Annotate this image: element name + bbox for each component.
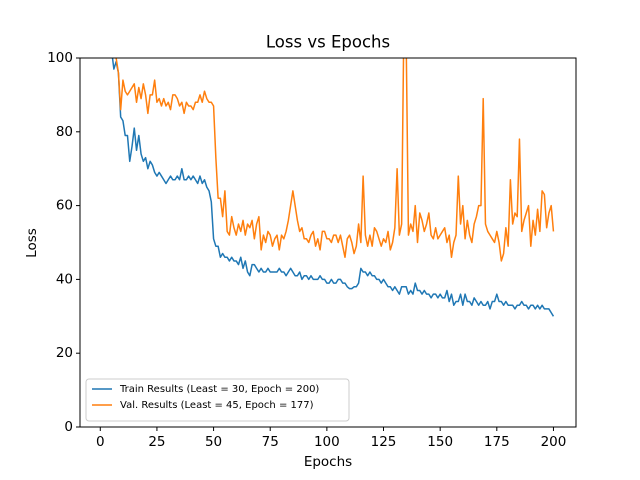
x-tick-label: 175 [484, 434, 510, 450]
legend: Train Results (Least = 30, Epoch = 200) V… [85, 378, 350, 422]
x-tick-label: 200 [541, 434, 567, 450]
x-axis-label: Epochs [304, 454, 352, 470]
chart-title: Loss vs Epochs [266, 33, 390, 52]
y-tick-label: 0 [64, 419, 73, 435]
plot-frame [79, 57, 577, 428]
series-line [115, 58, 555, 262]
series-line [111, 58, 555, 317]
x-tick-label: 25 [148, 434, 165, 450]
y-tick-label: 20 [56, 345, 73, 361]
y-tick-label: 60 [56, 198, 73, 214]
legend-label: Train Results (Least = 30, Epoch = 200) [119, 384, 319, 395]
x-tick-label: 50 [205, 434, 222, 450]
plot-lines [111, 58, 555, 317]
x-tick-label: 75 [262, 434, 279, 450]
y-axis-label: Loss [24, 228, 40, 258]
x-tick-label: 0 [96, 434, 105, 450]
y-tick-label: 80 [56, 124, 73, 140]
legend-box [85, 378, 350, 422]
x-tick-label: 100 [314, 434, 340, 450]
x-tick-label: 125 [371, 434, 397, 450]
y-tick-label: 40 [56, 271, 73, 287]
y-tick-label: 100 [47, 50, 73, 66]
x-tick-label: 150 [427, 434, 453, 450]
legend-label: Val. Results (Least = 45, Epoch = 177) [120, 400, 314, 411]
